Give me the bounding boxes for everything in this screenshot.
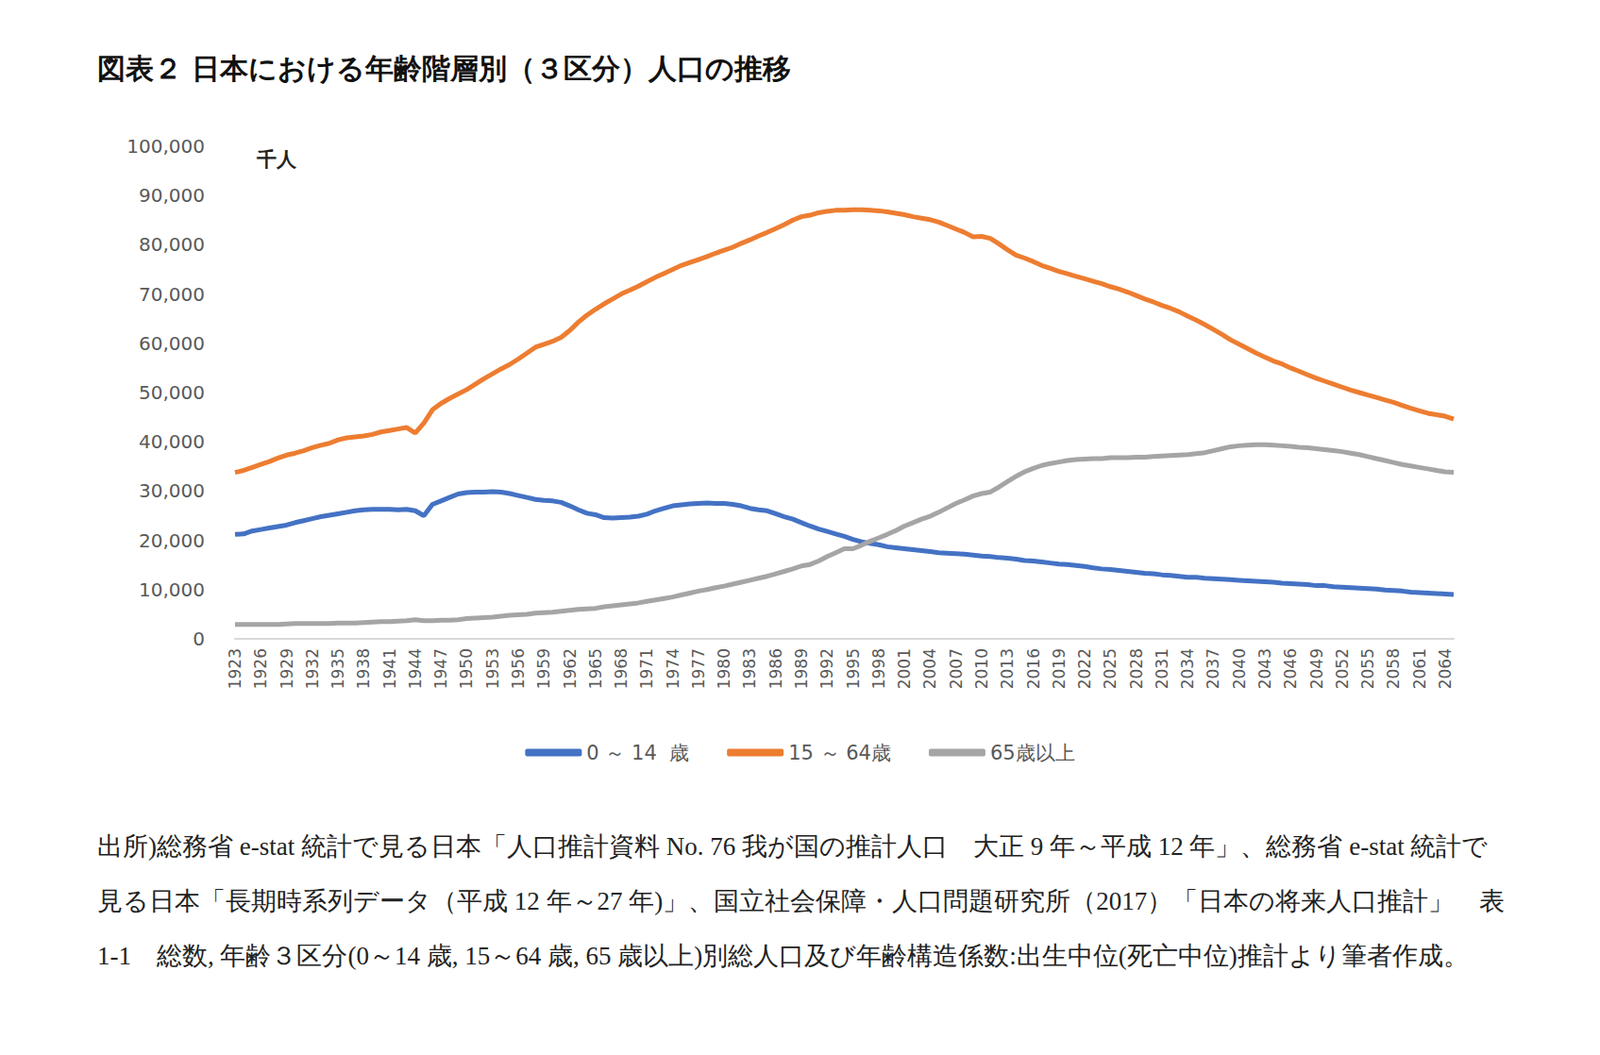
svg-text:2058: 2058 [1383, 648, 1403, 690]
svg-text:1971: 1971 [637, 648, 657, 690]
svg-text:2049: 2049 [1307, 648, 1327, 690]
svg-text:2043: 2043 [1255, 648, 1275, 690]
svg-text:2031: 2031 [1152, 648, 1172, 690]
svg-text:80,000: 80,000 [138, 233, 205, 256]
svg-text:1995: 1995 [843, 648, 863, 690]
svg-text:1965: 1965 [586, 648, 606, 690]
svg-text:1944: 1944 [405, 648, 425, 690]
svg-text:40,000: 40,000 [138, 430, 205, 454]
svg-text:2040: 2040 [1229, 648, 1249, 690]
svg-text:1935: 1935 [328, 648, 348, 690]
svg-text:0 ～ 14 歳: 0 ～ 14 歳 [586, 741, 690, 765]
svg-text:1992: 1992 [817, 648, 837, 690]
svg-text:1953: 1953 [483, 648, 503, 690]
svg-text:1923: 1923 [225, 648, 245, 690]
svg-text:2013: 2013 [997, 648, 1017, 690]
html-text:出所)総務省 e-stat 統計で見る日本「人口推計資料 N: 出所)総務省 e-stat 統計で見る日本「人口推計資料 No. 76 我が国の… [97, 832, 1505, 971]
svg-text:2064: 2064 [1435, 648, 1455, 690]
svg-text:50,000: 50,000 [138, 381, 205, 405]
svg-text:2025: 2025 [1100, 648, 1120, 690]
svg-text:2007: 2007 [946, 648, 966, 690]
svg-text:70,000: 70,000 [138, 283, 205, 306]
svg-text:2061: 2061 [1410, 648, 1430, 690]
svg-text:1977: 1977 [689, 648, 708, 690]
svg-text:1962: 1962 [560, 648, 580, 690]
svg-text:30,000: 30,000 [138, 479, 205, 503]
svg-text:90,000: 90,000 [138, 184, 205, 207]
svg-text:2004: 2004 [920, 648, 940, 690]
svg-text:2019: 2019 [1049, 648, 1069, 690]
svg-text:2037: 2037 [1203, 648, 1223, 690]
svg-text:1938: 1938 [353, 648, 373, 690]
svg-text:1959: 1959 [534, 648, 554, 690]
svg-text:1956: 1956 [508, 648, 528, 690]
svg-text:1950: 1950 [456, 648, 476, 690]
svg-text:2028: 2028 [1127, 648, 1146, 690]
svg-text:65歳以上: 65歳以上 [990, 741, 1076, 765]
svg-text:千人: 千人 [255, 148, 298, 171]
svg-text:15 ～ 64歳: 15 ～ 64歳 [788, 741, 892, 765]
svg-text:1941: 1941 [380, 648, 400, 690]
svg-text:1929: 1929 [277, 648, 297, 690]
svg-text:1986: 1986 [766, 648, 786, 690]
svg-text:2052: 2052 [1332, 648, 1352, 690]
svg-text:1932: 1932 [303, 648, 322, 690]
svg-text:2046: 2046 [1280, 648, 1300, 690]
svg-text:2055: 2055 [1358, 648, 1378, 690]
svg-text:1989: 1989 [791, 648, 811, 690]
svg-text:1968: 1968 [611, 648, 631, 690]
svg-text:0: 0 [192, 627, 205, 651]
svg-text:2034: 2034 [1178, 648, 1197, 690]
svg-text:図表２ 日本における年齢階層別（３区分）人口の推移: 図表２ 日本における年齢階層別（３区分）人口の推移 [97, 51, 792, 85]
svg-text:60,000: 60,000 [138, 332, 205, 355]
svg-text:2001: 2001 [894, 648, 914, 690]
svg-text:2022: 2022 [1075, 648, 1095, 690]
svg-text:20,000: 20,000 [138, 529, 205, 553]
svg-text:2016: 2016 [1024, 648, 1044, 690]
svg-text:1947: 1947 [431, 648, 451, 690]
svg-text:1926: 1926 [251, 648, 270, 690]
svg-text:1974: 1974 [663, 648, 683, 690]
svg-text:2010: 2010 [972, 648, 992, 690]
svg-text:1980: 1980 [714, 648, 734, 690]
svg-text:1983: 1983 [740, 648, 759, 690]
svg-text:100,000: 100,000 [126, 134, 205, 158]
svg-text:10,000: 10,000 [138, 578, 205, 602]
svg-text:1998: 1998 [869, 648, 889, 690]
